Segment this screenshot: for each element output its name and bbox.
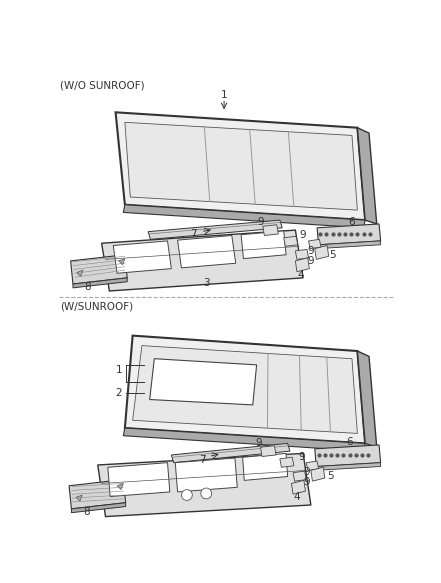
Polygon shape: [317, 224, 381, 245]
Polygon shape: [243, 454, 288, 480]
Text: 3: 3: [203, 278, 209, 288]
Text: 9: 9: [257, 217, 264, 227]
Text: (W/O SUNROOF): (W/O SUNROOF): [60, 80, 144, 91]
Polygon shape: [172, 444, 290, 463]
Polygon shape: [316, 463, 381, 470]
Polygon shape: [117, 483, 123, 490]
Polygon shape: [69, 480, 126, 509]
Polygon shape: [263, 224, 278, 236]
Text: 9: 9: [304, 477, 310, 487]
Text: 9: 9: [300, 230, 306, 240]
Text: 8: 8: [83, 507, 90, 517]
Text: 8: 8: [84, 282, 91, 292]
Polygon shape: [319, 241, 381, 248]
Polygon shape: [315, 245, 329, 259]
Text: 4: 4: [294, 492, 300, 503]
Text: 9: 9: [256, 438, 262, 448]
Polygon shape: [108, 463, 170, 497]
Text: 1: 1: [221, 90, 228, 100]
Polygon shape: [315, 445, 381, 466]
Text: 4: 4: [298, 270, 304, 280]
Polygon shape: [309, 240, 321, 248]
Polygon shape: [123, 205, 365, 228]
Polygon shape: [261, 446, 276, 456]
Polygon shape: [357, 128, 377, 224]
Polygon shape: [125, 122, 357, 210]
Polygon shape: [73, 278, 127, 288]
Polygon shape: [357, 351, 377, 447]
Text: 9: 9: [304, 467, 310, 477]
Polygon shape: [292, 480, 306, 494]
Polygon shape: [241, 231, 286, 259]
Polygon shape: [123, 428, 365, 451]
Text: 5: 5: [327, 470, 333, 481]
Text: 1: 1: [116, 366, 122, 375]
Polygon shape: [311, 468, 325, 481]
Text: 5: 5: [329, 250, 336, 260]
Polygon shape: [293, 471, 306, 481]
Text: 9: 9: [298, 451, 305, 462]
Text: 9: 9: [307, 246, 314, 256]
Polygon shape: [295, 250, 309, 259]
Text: (W/SUNROOF): (W/SUNROOF): [60, 302, 133, 312]
Polygon shape: [71, 255, 127, 284]
Polygon shape: [295, 258, 309, 272]
Polygon shape: [284, 236, 298, 246]
Polygon shape: [280, 457, 294, 468]
Polygon shape: [77, 270, 83, 276]
Text: 9: 9: [307, 256, 314, 266]
Polygon shape: [175, 458, 237, 492]
Text: 6: 6: [349, 217, 355, 227]
Polygon shape: [149, 359, 257, 405]
Polygon shape: [119, 259, 125, 265]
Text: 7: 7: [190, 229, 196, 239]
Text: 6: 6: [346, 437, 353, 447]
Text: 7: 7: [199, 455, 206, 465]
Polygon shape: [76, 495, 82, 501]
Polygon shape: [148, 220, 282, 240]
Polygon shape: [101, 230, 303, 291]
Circle shape: [181, 490, 192, 500]
Circle shape: [201, 488, 212, 499]
Polygon shape: [125, 336, 365, 444]
Text: 2: 2: [116, 388, 122, 398]
Polygon shape: [116, 113, 365, 220]
Polygon shape: [306, 461, 319, 470]
Polygon shape: [71, 503, 126, 512]
Polygon shape: [178, 236, 235, 268]
Polygon shape: [133, 346, 357, 433]
Polygon shape: [113, 241, 172, 273]
Polygon shape: [98, 454, 311, 517]
